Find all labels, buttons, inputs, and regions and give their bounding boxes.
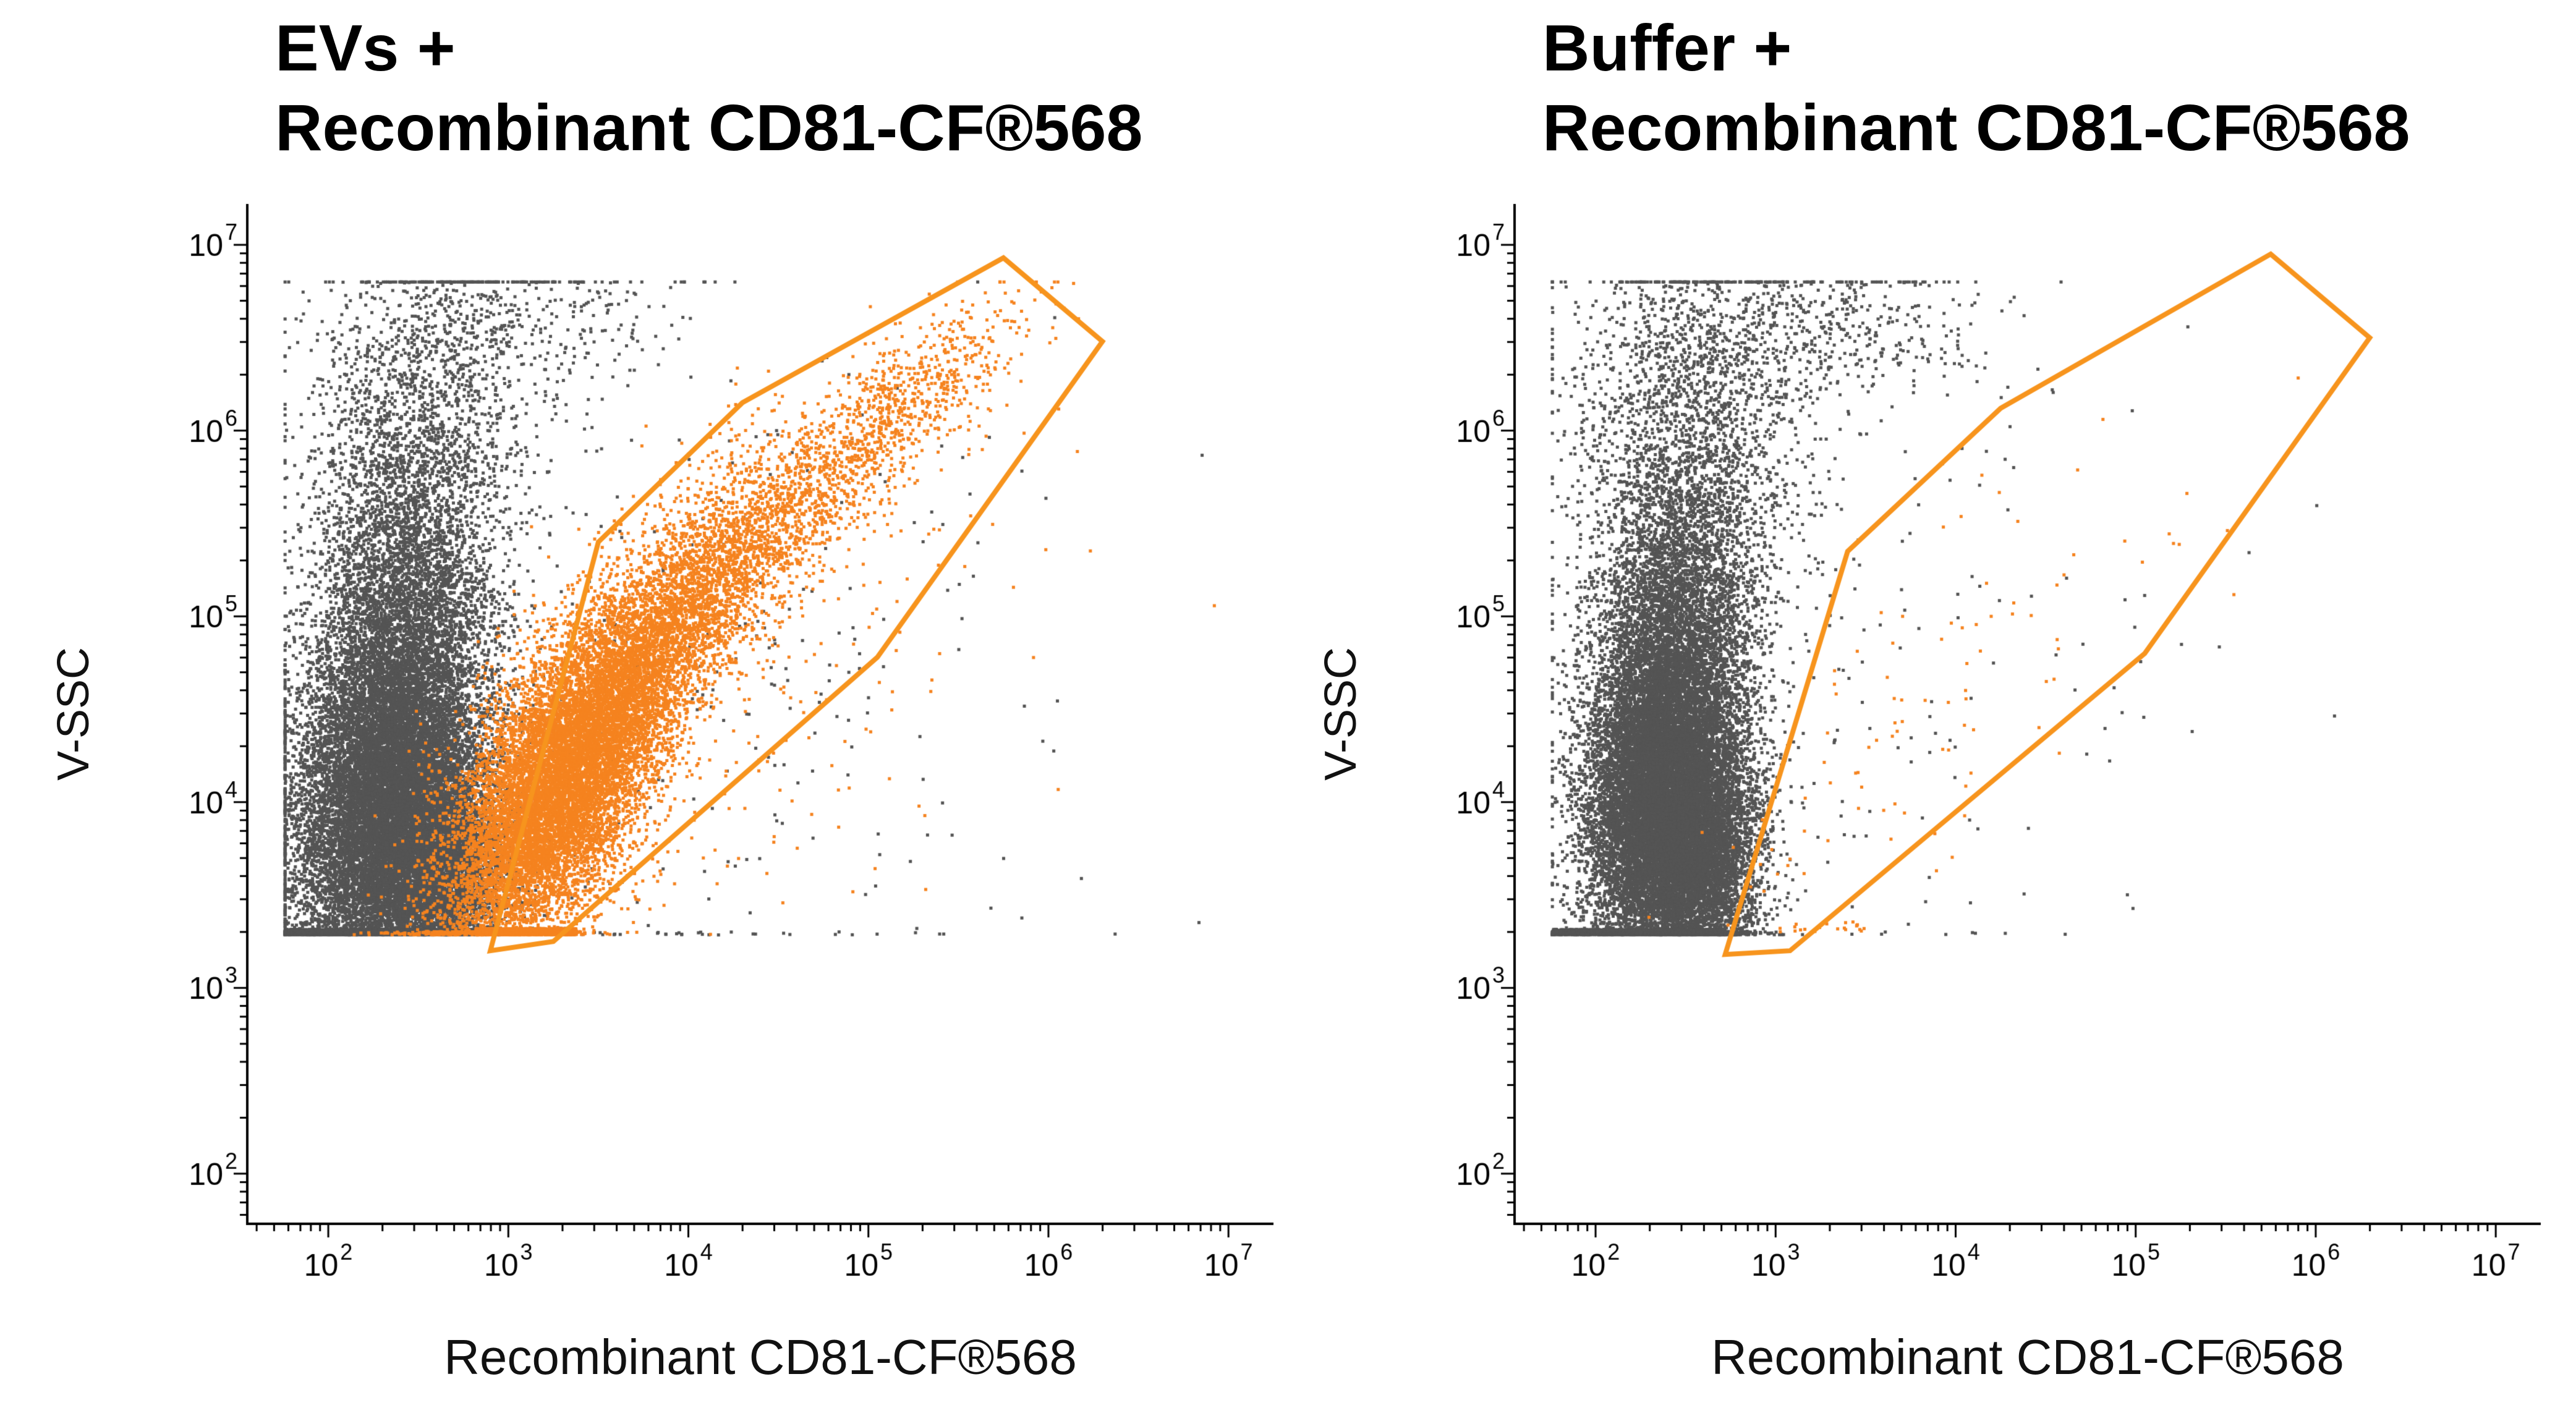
x-axis-label: Recombinant CD81-CF®568 <box>1711 1330 2344 1385</box>
y-axis-label: V-SSC <box>1316 647 1366 781</box>
flow-plot-buffer: Buffer + Recombinant CD81-CF®568 V-SSC R… <box>1304 0 2576 1408</box>
plot-title-evs: EVs + Recombinant CD81-CF®568 <box>275 9 1142 169</box>
scatter-plot-canvas-buffer <box>1409 185 2576 1317</box>
x-axis-label: Recombinant CD81-CF®568 <box>444 1330 1077 1385</box>
plot-title-line2: Recombinant CD81-CF®568 <box>1542 91 2410 165</box>
plot-title-line2: Recombinant CD81-CF®568 <box>275 91 1143 165</box>
y-axis-label: V-SSC <box>49 647 98 781</box>
scatter-plot-canvas-evs <box>142 185 1311 1317</box>
flow-plot-evs: EVs + Recombinant CD81-CF®568 V-SSC Reco… <box>37 0 1311 1408</box>
plot-title-buffer: Buffer + Recombinant CD81-CF®568 <box>1542 9 2410 169</box>
plot-title-line1: Buffer + <box>1542 12 1792 85</box>
plot-title-line1: EVs + <box>275 12 456 85</box>
